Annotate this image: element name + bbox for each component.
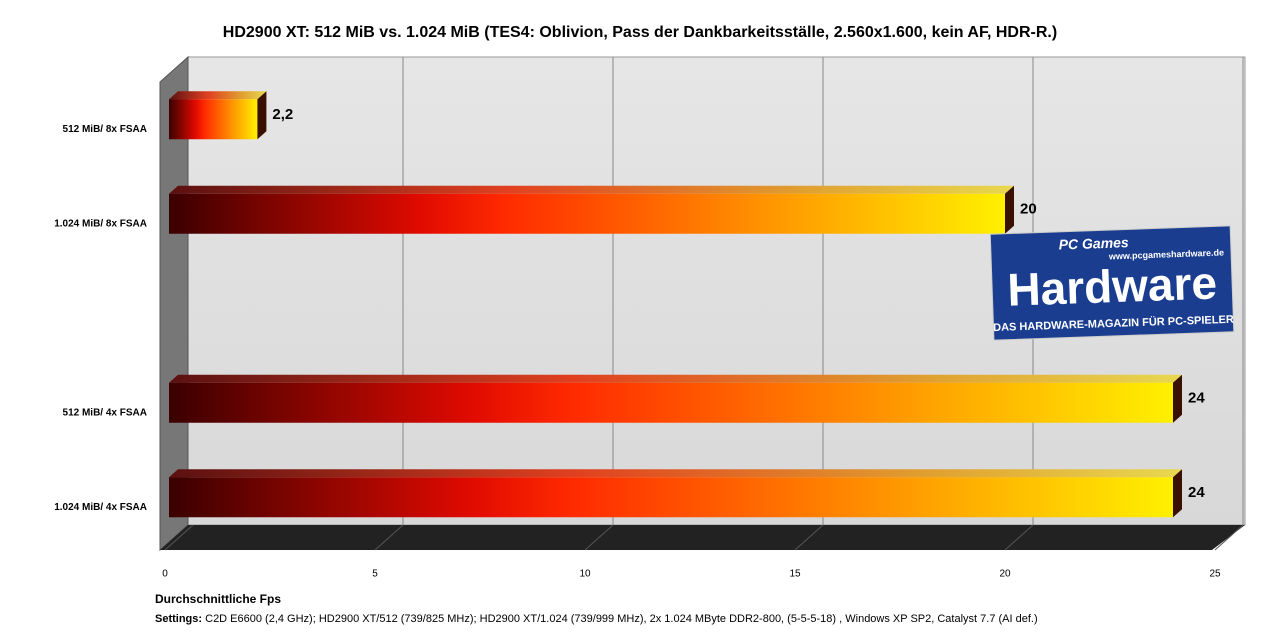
value-label: 24	[1188, 484, 1205, 501]
x-tick	[374, 524, 404, 551]
logo-small: PC Games	[1058, 234, 1129, 252]
value-label: 2,2	[272, 106, 293, 123]
bar-top	[169, 374, 1182, 383]
x-tick	[1214, 524, 1244, 551]
logo-brand: Hardware	[1006, 257, 1217, 316]
chart-title: HD2900 XT: 512 MiB vs. 1.024 MiB (TES4: …	[223, 24, 1057, 41]
bar-top	[169, 91, 267, 100]
floor	[160, 525, 1245, 550]
note: Settings: C2D E6600 (2,4 GHz); HD2900 XT…	[155, 613, 1038, 625]
value-label: 24	[1188, 390, 1205, 407]
x-tick-label: 20	[999, 569, 1011, 580]
x-tick	[1004, 524, 1034, 551]
bar-end	[1173, 374, 1182, 423]
x-tick-label: 0	[162, 569, 168, 580]
bar-end	[1005, 185, 1014, 234]
y-tick-label: 1.024 MiB/ 4x FSAA	[54, 502, 147, 513]
bar-end	[1173, 469, 1182, 518]
bar	[169, 477, 1173, 518]
x-tick-label: 10	[579, 569, 591, 580]
x-tick	[584, 524, 614, 551]
bar-top	[169, 469, 1182, 478]
y-tick-label: 1.024 MiB/ 8x FSAA	[54, 218, 147, 229]
y-tick-label: 512 MiB/ 4x FSAA	[63, 407, 147, 418]
bar	[169, 99, 258, 140]
note-label: Settings:	[155, 613, 202, 625]
bar-top	[169, 185, 1014, 194]
watermark: PC Games www.pcgameshardware.de Hardware…	[989, 225, 1235, 341]
x-tick-label: 25	[1209, 569, 1221, 580]
bar	[169, 193, 1005, 234]
logo-box	[989, 225, 1235, 341]
note-text: C2D E6600 (2,4 GHz); HD2900 XT/512 (739/…	[205, 613, 1038, 625]
bar-end	[257, 91, 267, 140]
x-tick	[794, 524, 824, 551]
x-tick-label: 5	[372, 569, 378, 580]
logo-url: www.pcgameshardware.de	[1108, 247, 1224, 261]
bar	[169, 382, 1173, 423]
x-axis-title: Durchschnittliche Fps	[155, 592, 281, 606]
y-tick-label: 512 MiB/ 8x FSAA	[63, 124, 147, 135]
x-tick-label: 15	[789, 569, 801, 580]
value-label: 20	[1020, 201, 1037, 218]
x-tick	[164, 524, 194, 551]
